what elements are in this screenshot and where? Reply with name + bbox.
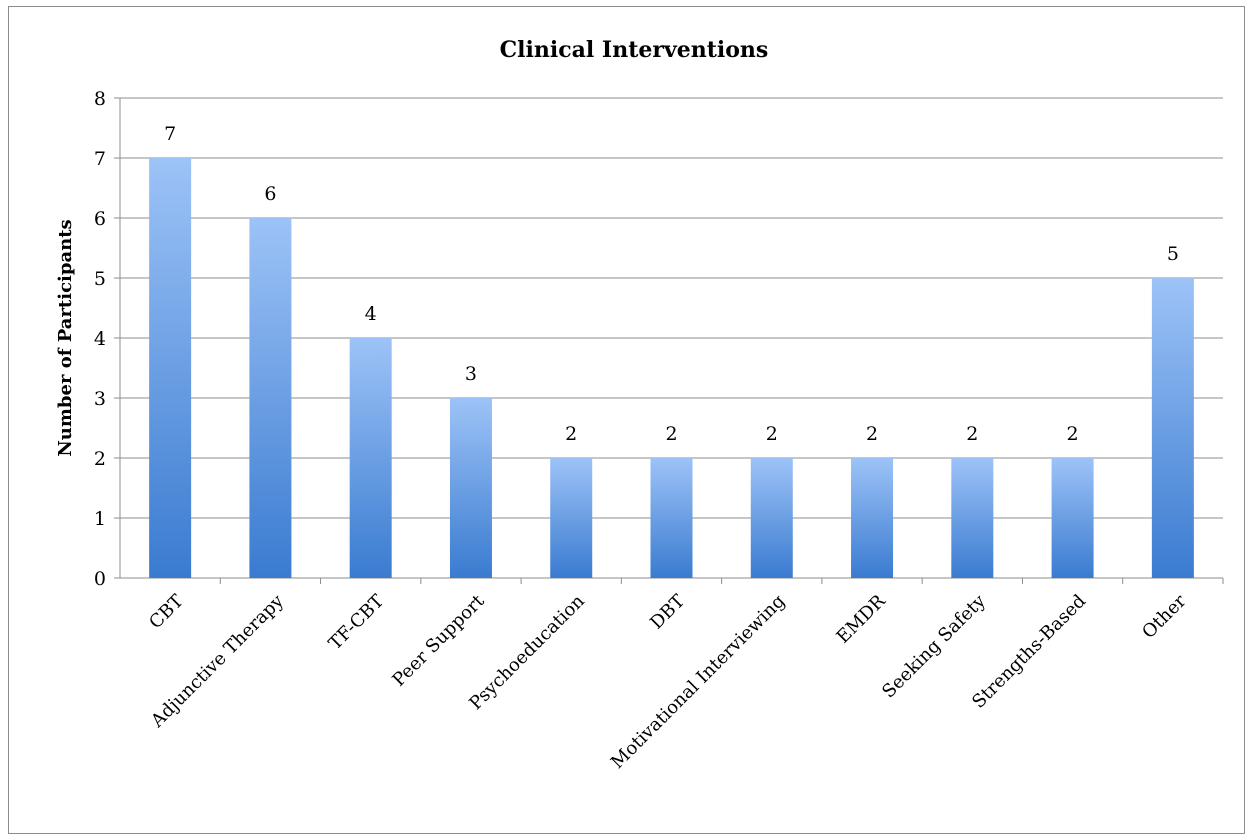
x-tick-label: Motivational Interviewing [607, 591, 789, 773]
chart-frame: Clinical Interventions Number of Partici… [8, 6, 1245, 834]
bar-chart: Clinical Interventions Number of Partici… [55, 37, 1224, 773]
data-label: 2 [866, 423, 878, 445]
bar [750, 458, 793, 578]
x-tick-label: Strengths-Based [968, 591, 1090, 713]
x-tick-label: Seeking Safety [878, 590, 990, 702]
data-label: 2 [665, 423, 677, 445]
gridlines [120, 97, 1223, 519]
chart-title: Clinical Interventions [500, 37, 769, 63]
bar [550, 458, 593, 578]
bar [951, 458, 994, 578]
x-tick-label: Peer Support [388, 590, 489, 691]
bar [650, 458, 693, 578]
y-tick-label: 0 [94, 568, 106, 590]
y-tick-label: 1 [94, 508, 106, 530]
bar [149, 158, 192, 578]
y-tick-label: 5 [94, 268, 106, 290]
bar [449, 398, 492, 578]
y-tick-label: 7 [94, 148, 106, 170]
x-tick-label: DBT [646, 591, 689, 634]
bar [1051, 458, 1094, 578]
data-label: 2 [565, 423, 577, 445]
bar [249, 218, 292, 578]
y-tick-label: 6 [94, 208, 106, 230]
data-labels: 7 6 4 3 2 2 2 2 2 2 5 [164, 123, 1179, 445]
data-label: 4 [365, 303, 377, 325]
data-label: 2 [966, 423, 978, 445]
y-axis-title: Number of Participants [55, 219, 76, 456]
data-label: 6 [264, 183, 276, 205]
y-tick-label: 4 [94, 328, 106, 350]
x-tick-label: TF-CBT [325, 591, 388, 654]
x-tick-label: EMDR [833, 590, 890, 647]
data-label: 3 [465, 363, 477, 385]
bars [149, 158, 1194, 578]
y-tick-label: 2 [94, 448, 106, 470]
bar [1151, 278, 1194, 578]
y-tick-label: 8 [94, 88, 106, 110]
bar [349, 338, 392, 578]
data-label: 7 [164, 123, 176, 145]
y-tick-label: 3 [94, 388, 106, 410]
data-label: 2 [766, 423, 778, 445]
bar [851, 458, 894, 578]
data-label: 2 [1067, 423, 1079, 445]
x-tick-label: Other [1138, 590, 1190, 642]
y-tick-labels: 0 1 2 3 4 5 6 7 8 [94, 88, 106, 590]
x-tick-label: CBT [145, 591, 187, 633]
data-label: 5 [1167, 243, 1179, 265]
